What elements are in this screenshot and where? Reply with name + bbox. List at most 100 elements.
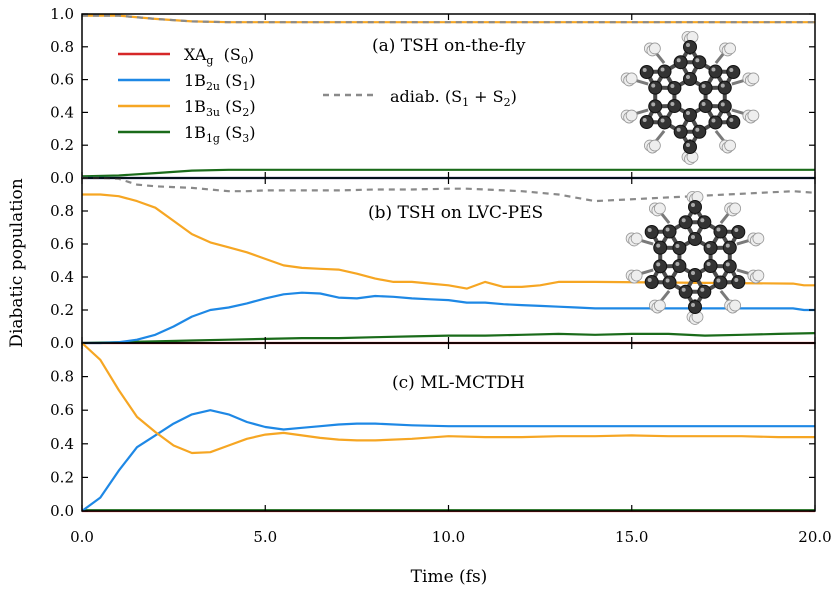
molecule-hydrogen-atom bbox=[630, 269, 643, 282]
molecule-carbon-atom bbox=[653, 259, 668, 274]
y-tick-label: 0.4 bbox=[50, 103, 74, 121]
molecule-atom-highlight bbox=[734, 278, 739, 282]
molecule-carbon-atom bbox=[688, 268, 702, 282]
x-tick-label: 5.0 bbox=[253, 528, 277, 546]
molecule-carbon-atom bbox=[713, 224, 728, 239]
x-tick-label: 0.0 bbox=[70, 528, 94, 546]
molecule-atom-highlight bbox=[720, 83, 725, 88]
molecule-carbon-atom bbox=[653, 240, 668, 255]
molecule-atom-highlight bbox=[681, 218, 686, 223]
molecule-atom-highlight bbox=[706, 262, 711, 266]
series-line-s3-panel-0 bbox=[81, 168, 815, 178]
legend: XAg (S0) 1B2u (S1) 1B3u (S2) 1B1g (S3) a… bbox=[118, 45, 517, 145]
molecule-atom-highlight bbox=[686, 111, 690, 115]
molecule-carbon-atom bbox=[692, 55, 707, 70]
molecule-hydrogen-atom bbox=[729, 202, 742, 215]
molecule-carbon-atom bbox=[713, 275, 728, 290]
molecule-atom-highlight bbox=[647, 278, 652, 282]
molecule-carbon-atom bbox=[726, 65, 741, 79]
molecule-hydrogen-atom bbox=[747, 109, 760, 122]
molecule-carbon-atom bbox=[708, 115, 723, 130]
molecule-atom-highlight bbox=[686, 143, 690, 147]
molecule-hydrogen-atom bbox=[752, 269, 765, 282]
y-tick-label: 0.8 bbox=[50, 368, 74, 386]
legend-entry-s1: 1B2u (S1) bbox=[184, 71, 256, 93]
molecule-carbon-atom bbox=[717, 99, 732, 114]
y-axis-title: Diabatic population bbox=[7, 178, 27, 347]
molecule-atom-highlight bbox=[725, 243, 730, 248]
molecule-carbon-atom bbox=[703, 241, 718, 255]
molecule-hydrogen-atom bbox=[648, 42, 661, 55]
series-line-s2-panel-1 bbox=[82, 193, 815, 290]
molecule-hydrogen-atom bbox=[724, 42, 737, 55]
molecule-atom-highlight bbox=[711, 118, 716, 123]
molecule-atom-highlight bbox=[716, 227, 721, 232]
molecule-atom-highlight bbox=[660, 67, 665, 72]
molecule-carbon-atom bbox=[672, 241, 687, 255]
x-tick-label: 10.0 bbox=[432, 528, 465, 546]
molecule-carbon-atom bbox=[717, 80, 732, 95]
molecule-carbon-atom bbox=[662, 224, 677, 239]
series-line-s3-panel-1 bbox=[81, 332, 816, 345]
molecule-carbon-atom bbox=[639, 65, 654, 79]
molecule-carbon-atom bbox=[683, 40, 697, 54]
panels-layer: 0.00.20.40.60.81.00.00.20.40.60.80.00.20… bbox=[50, 5, 832, 546]
molecule-atom-highlight bbox=[656, 243, 661, 248]
molecule-carbon-atom bbox=[662, 275, 677, 290]
molecule-atom-highlight bbox=[676, 58, 681, 63]
molecule-carbon-atom bbox=[672, 259, 687, 273]
molecule-atom-highlight bbox=[660, 118, 665, 123]
molecule-atom-highlight bbox=[675, 244, 680, 248]
x-axis-title: Time (fs) bbox=[411, 567, 488, 587]
molecule-hydrogen-atom bbox=[625, 72, 638, 85]
legend-entry-s2: 1B3u (S2) bbox=[184, 97, 256, 119]
molecule-atom-highlight bbox=[651, 102, 656, 107]
molecule-carbon-atom bbox=[644, 225, 659, 239]
molecule-carbon-atom bbox=[731, 275, 746, 289]
molecule-carbon-atom bbox=[698, 81, 713, 95]
molecule-carbon-atom bbox=[673, 124, 688, 139]
molecule-hydrogen-atom bbox=[653, 202, 666, 215]
molecule-carbon-atom bbox=[688, 300, 702, 314]
molecule-carbon-atom bbox=[726, 115, 741, 129]
x-tick-label: 20.0 bbox=[798, 528, 831, 546]
legend-entry-s3: 1B1g (S3) bbox=[184, 123, 256, 145]
y-tick-label: 0.2 bbox=[50, 468, 74, 486]
molecule-carbon-atom bbox=[698, 99, 713, 113]
molecule-atom-highlight bbox=[706, 244, 711, 248]
molecule-atom-highlight bbox=[716, 278, 721, 283]
molecule-atom-highlight bbox=[647, 228, 652, 232]
molecule-carbon-atom bbox=[697, 284, 712, 299]
y-tick-label: 0.0 bbox=[50, 502, 74, 520]
molecule-carbon-atom bbox=[688, 232, 702, 246]
panel-2: 0.0 0.2 0.4 0.6 0.8 bbox=[50, 342, 816, 520]
molecule-hydrogen-atom bbox=[752, 232, 765, 245]
x-tick-label: 15.0 bbox=[615, 528, 648, 546]
molecule-atom-highlight bbox=[711, 67, 716, 72]
y-tick-label: 0.0 bbox=[50, 334, 74, 352]
molecule-atom-highlight bbox=[734, 228, 739, 232]
molecule-illustration-a bbox=[620, 31, 760, 165]
molecule-atom-highlight bbox=[701, 102, 706, 106]
molecule-atom-highlight bbox=[691, 271, 695, 275]
molecule-illustration-b bbox=[625, 191, 765, 325]
y-tick-label: 0.4 bbox=[50, 268, 74, 286]
molecule-carbon-atom bbox=[667, 81, 682, 95]
molecule-atom-highlight bbox=[676, 127, 681, 132]
series-line-s2-panel-2 bbox=[81, 342, 815, 455]
series-line-s1-panel-2 bbox=[81, 409, 815, 512]
molecule-hydrogen-atom bbox=[724, 139, 737, 152]
panel-a-label: (a) TSH on-the-fly bbox=[372, 36, 526, 56]
molecule-atom-highlight bbox=[729, 68, 734, 72]
y-tick-label: 0.2 bbox=[50, 136, 74, 154]
molecule-atom-highlight bbox=[686, 75, 690, 79]
molecule-carbon-atom bbox=[678, 215, 693, 230]
molecule-carbon-atom bbox=[703, 259, 718, 273]
molecule-hydrogen-atom bbox=[653, 299, 666, 312]
molecule-atom-highlight bbox=[691, 203, 695, 207]
molecule-carbon-atom bbox=[678, 284, 693, 299]
molecule-atom-highlight bbox=[691, 235, 695, 239]
molecule-atom-highlight bbox=[695, 127, 700, 132]
molecule-atom-highlight bbox=[642, 68, 647, 72]
molecule-atom-highlight bbox=[691, 303, 695, 307]
